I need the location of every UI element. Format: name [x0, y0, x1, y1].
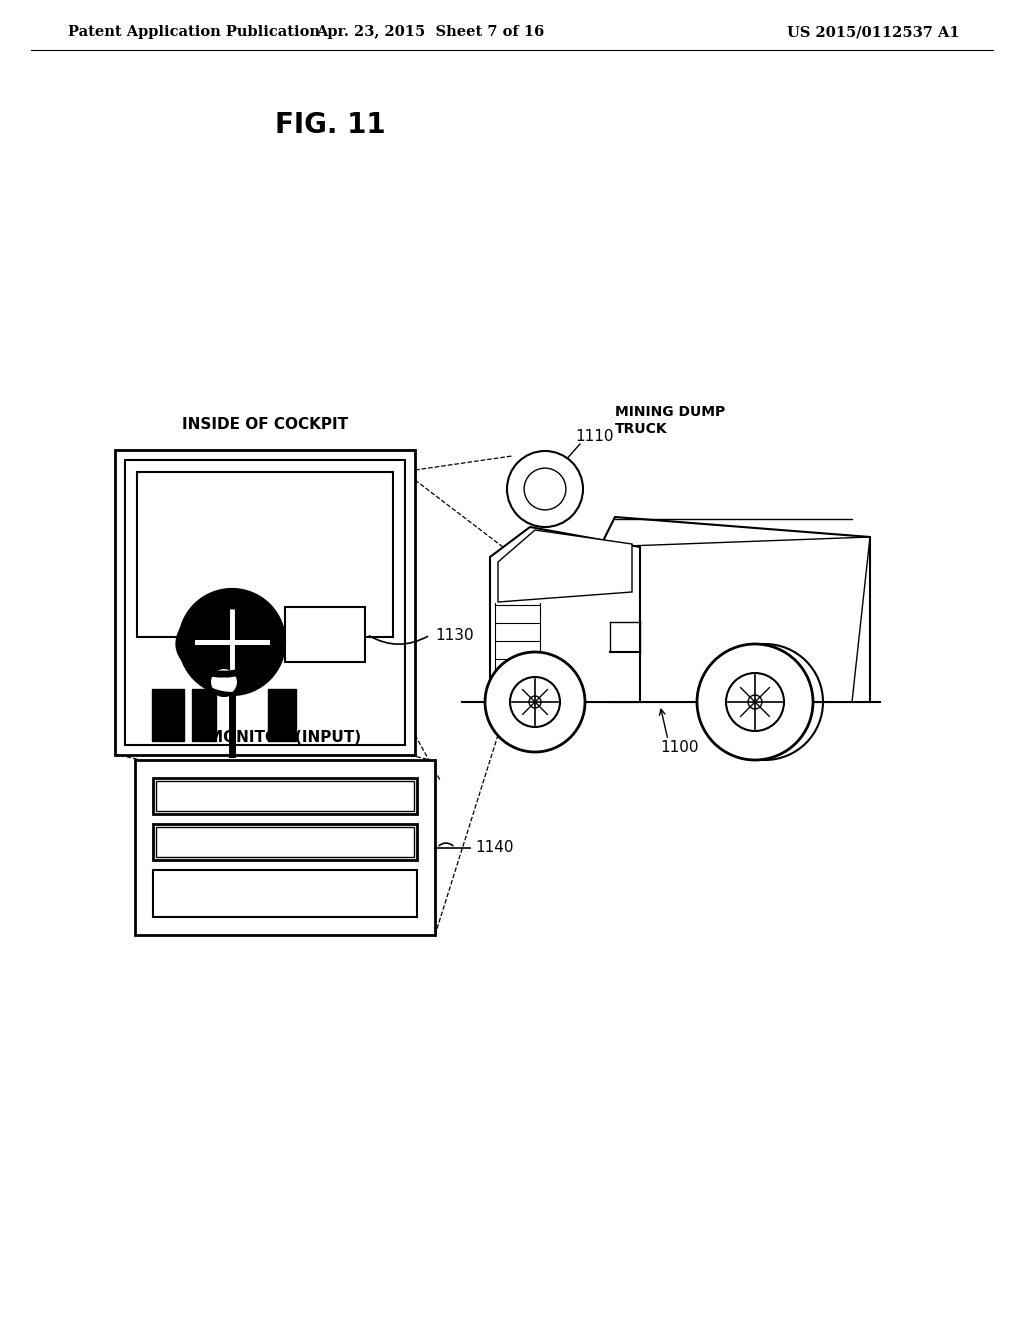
Text: 1140: 1140 — [475, 840, 513, 855]
Polygon shape — [600, 517, 870, 702]
Bar — [153, 870, 417, 917]
Circle shape — [195, 605, 269, 680]
Text: 1100: 1100 — [660, 739, 699, 755]
Bar — [156, 781, 414, 810]
Circle shape — [510, 677, 560, 727]
Circle shape — [749, 696, 762, 709]
Text: 1110: 1110 — [575, 429, 613, 444]
Circle shape — [524, 469, 566, 510]
Bar — [285, 607, 365, 663]
Circle shape — [507, 451, 583, 527]
Bar — [125, 459, 406, 744]
Circle shape — [726, 673, 784, 731]
Circle shape — [210, 668, 238, 696]
Text: AUTONOMOUS MODE: AUTONOMOUS MODE — [203, 789, 368, 803]
Bar — [115, 450, 415, 755]
Text: MINING DUMP
TRUCK: MINING DUMP TRUCK — [615, 405, 725, 436]
Text: INSIDE OF COCKPIT: INSIDE OF COCKPIT — [182, 417, 348, 432]
Bar — [152, 689, 184, 741]
Text: FIG. 11: FIG. 11 — [274, 111, 385, 139]
Bar — [135, 760, 435, 935]
Bar — [193, 689, 216, 741]
Circle shape — [485, 652, 585, 752]
Circle shape — [697, 644, 813, 760]
Polygon shape — [498, 531, 632, 602]
Bar — [153, 777, 417, 814]
Bar — [156, 828, 414, 857]
Text: MANEUVER MODE: MANEUVER MODE — [215, 836, 354, 849]
Circle shape — [529, 696, 541, 708]
Polygon shape — [490, 527, 640, 702]
Text: Apr. 23, 2015  Sheet 7 of 16: Apr. 23, 2015 Sheet 7 of 16 — [315, 25, 544, 40]
Text: 1130: 1130 — [435, 627, 474, 643]
Bar — [268, 689, 296, 741]
Text: MONITOR (INPUT): MONITOR (INPUT) — [209, 730, 361, 744]
Bar — [137, 473, 393, 638]
Text: Patent Application Publication: Patent Application Publication — [68, 25, 319, 40]
Text: US 2015/0112537 A1: US 2015/0112537 A1 — [787, 25, 961, 40]
Bar — [153, 824, 417, 861]
Circle shape — [180, 590, 284, 694]
